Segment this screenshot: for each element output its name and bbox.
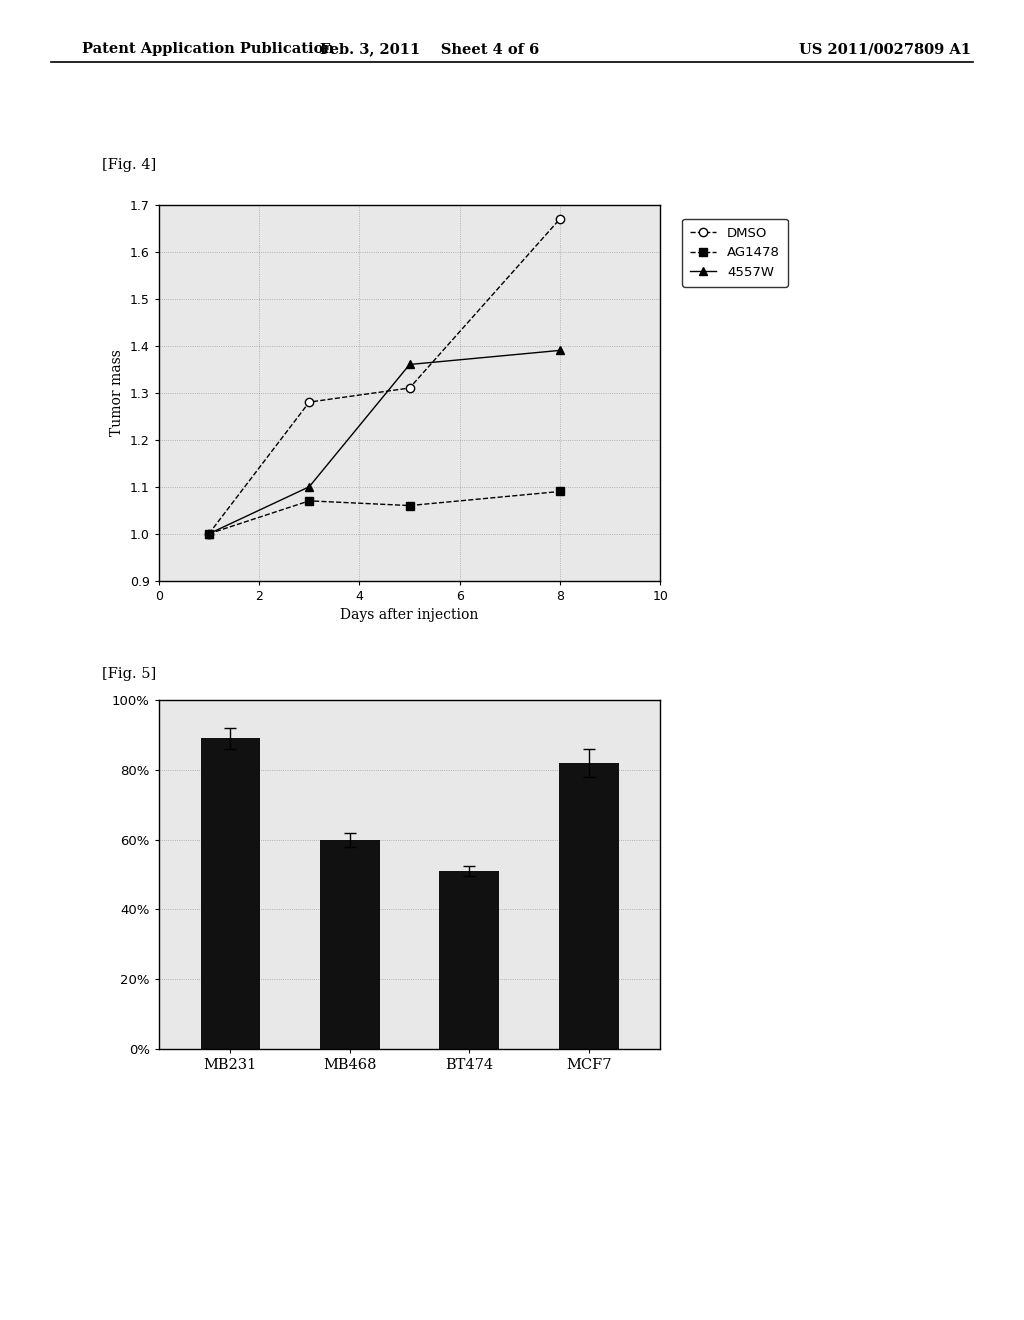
- DMSO: [303, 395, 315, 411]
- Line: AG1478: AG1478: [205, 487, 564, 539]
- Bar: [319, 840, 380, 1049]
- Bar: [559, 763, 618, 1049]
- Text: Feb. 3, 2011    Sheet 4 of 6: Feb. 3, 2011 Sheet 4 of 6: [321, 42, 540, 57]
- DMSO: [403, 380, 416, 396]
- X-axis label: Days after injection: Days after injection: [340, 609, 479, 623]
- Text: [Fig. 4]: [Fig. 4]: [102, 158, 157, 173]
- AG1478: [554, 483, 566, 499]
- Line: DMSO: DMSO: [205, 215, 564, 539]
- Bar: [439, 871, 499, 1049]
- 4557W: [403, 356, 416, 372]
- Bar: [201, 738, 260, 1049]
- Legend: DMSO, AG1478, 4557W: DMSO, AG1478, 4557W: [682, 219, 787, 286]
- Text: [Fig. 5]: [Fig. 5]: [102, 667, 157, 681]
- 4557W: [203, 525, 215, 541]
- DMSO: [554, 211, 566, 227]
- AG1478: [403, 498, 416, 513]
- Y-axis label: Tumor mass: Tumor mass: [111, 350, 124, 436]
- Line: 4557W: 4557W: [205, 346, 564, 539]
- Text: Patent Application Publication: Patent Application Publication: [82, 42, 334, 57]
- DMSO: [203, 525, 215, 541]
- 4557W: [554, 342, 566, 358]
- AG1478: [203, 525, 215, 541]
- AG1478: [303, 492, 315, 508]
- Text: US 2011/0027809 A1: US 2011/0027809 A1: [799, 42, 971, 57]
- 4557W: [303, 479, 315, 495]
